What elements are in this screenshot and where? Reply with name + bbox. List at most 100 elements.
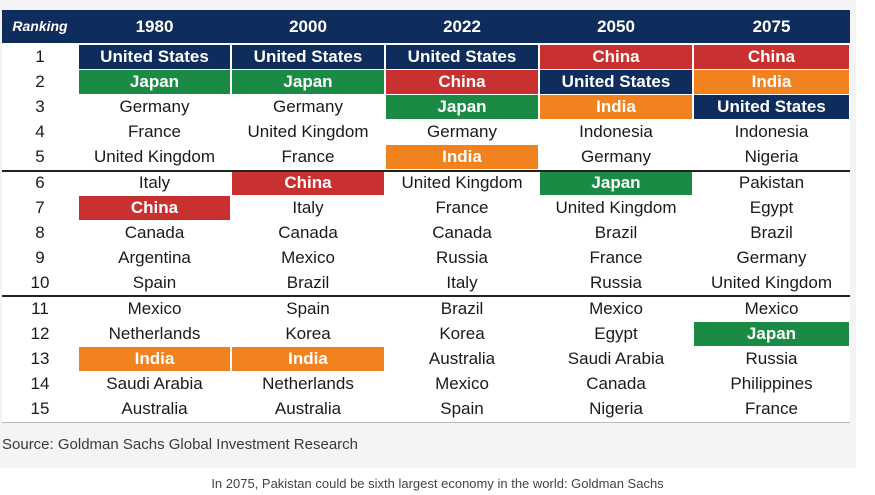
country-cell: Pakistan [738, 173, 805, 192]
country-cell: India [232, 347, 384, 371]
country-cell: United Kingdom [555, 198, 677, 217]
country-cell: Germany [581, 147, 651, 166]
figure-card: Ranking 1980 2000 2022 2050 2075 1 United… [0, 0, 856, 468]
country-cell: France [281, 147, 335, 166]
rank-cell: 7 [35, 198, 45, 217]
country-cell: Russia [590, 273, 642, 292]
table-row: 6 Italy China United Kingdom Japan Pakistan [2, 171, 850, 196]
country-cell: Japan [386, 95, 538, 119]
country-cell: China [232, 171, 384, 195]
country-cell: Germany [119, 97, 190, 116]
country-cell: United States [232, 45, 384, 69]
country-cell: Japan [232, 70, 384, 94]
header-year-2075: 2075 [752, 17, 791, 36]
country-cell: Brazil [440, 299, 484, 318]
country-cell: China [694, 45, 849, 69]
country-cell: United States [386, 45, 538, 69]
rank-cell: 3 [35, 97, 45, 116]
rank-cell: 10 [30, 273, 50, 292]
country-cell: Brazil [286, 273, 330, 292]
country-cell: France [589, 248, 643, 267]
rank-cell: 1 [35, 47, 45, 66]
country-cell: Australia [274, 399, 342, 418]
rank-cell: 6 [35, 173, 45, 192]
country-cell: Egypt [594, 324, 638, 343]
country-cell: Spain [132, 273, 177, 292]
country-cell: India [540, 95, 692, 119]
header-year-1980: 1980 [135, 17, 174, 36]
group-divider [2, 170, 850, 172]
country-cell: Russia [436, 248, 488, 267]
rank-cell: 12 [30, 324, 50, 343]
source-note: Source: Goldman Sachs Global Investment … [2, 436, 359, 453]
rank-cell: 2 [35, 72, 45, 91]
country-cell: Italy [292, 198, 324, 217]
table-row: 4 France United Kingdom Germany Indonesia Ind… [2, 120, 850, 145]
country-cell: India [386, 145, 538, 169]
country-cell: Mexico [127, 299, 182, 318]
country-cell: India [79, 347, 230, 371]
country-cell: Germany [427, 122, 497, 141]
header-year-2000: 2000 [289, 17, 327, 36]
country-cell: Nigeria [744, 147, 799, 166]
gdp-ranking-table: Ranking 1980 2000 2022 2050 2075 1 United… [2, 10, 850, 423]
country-cell: Canada [432, 223, 492, 242]
country-cell: Mexico [589, 299, 643, 318]
country-cell: Japan [79, 70, 230, 94]
table-row: 7 China Italy France United Kingdom Egypt [2, 196, 850, 221]
table-row: 8 Canada Canada Canada Brazil Brazil [2, 221, 850, 246]
country-cell: China [540, 45, 692, 69]
rank-cell: 15 [30, 399, 50, 418]
table-row: 15 Australia Australia Spain Nigeria France [2, 397, 850, 422]
country-cell: Australia [121, 399, 188, 418]
country-cell: Germany [273, 97, 343, 116]
country-cell: United Kingdom [401, 173, 523, 192]
country-cell: Spain [286, 299, 330, 318]
country-cell: United Kingdom [247, 122, 369, 141]
table-row: 14 Saudi Arabia Netherlands Mexico Canada Phi… [2, 372, 850, 397]
country-cell: United Kingdom [711, 273, 832, 292]
country-cell: Nigeria [589, 399, 643, 418]
group-divider [2, 295, 850, 297]
rank-cell: 5 [35, 147, 45, 166]
country-cell: France [745, 399, 798, 418]
header-year-2022: 2022 [443, 17, 481, 36]
country-cell: Russia [745, 349, 798, 368]
rank-cell: 13 [30, 349, 50, 368]
country-cell: Egypt [749, 198, 794, 217]
country-cell: Argentina [118, 248, 191, 267]
country-cell: Canada [586, 374, 646, 393]
country-cell: Italy [446, 273, 478, 292]
country-cell: Saudi Arabia [567, 349, 665, 368]
country-cell: Netherlands [262, 374, 354, 393]
rank-cell: 14 [30, 374, 50, 393]
header-year-2050: 2050 [597, 17, 635, 36]
country-cell: Korea [439, 324, 485, 343]
country-cell: Spain [440, 399, 484, 418]
country-cell: Mexico [281, 248, 335, 267]
table-row: 11 Mexico Spain Brazil Mexico Mexico [2, 297, 850, 322]
table-row: 12 Netherlands Korea Korea Egypt Japan [2, 322, 850, 347]
rank-cell: 8 [35, 223, 45, 242]
rank-cell: 11 [31, 299, 49, 318]
country-cell: United States [694, 95, 849, 119]
table-row: 5 United Kingdom France India Germany Nigeria [2, 145, 850, 170]
country-cell: Brazil [594, 223, 638, 242]
country-cell: China [79, 196, 230, 220]
country-cell: Italy [138, 173, 171, 192]
table-bottom-rule [2, 422, 850, 423]
country-cell: Canada [124, 223, 185, 242]
image-caption: In 2075, Pakistan could be sixth largest… [211, 476, 664, 491]
table-row: 3 Germany Germany Japan India United States [2, 95, 850, 120]
country-cell: France [435, 198, 489, 217]
table-row: 9 Argentina Mexico Russia France Germany [2, 246, 850, 271]
country-cell: Indonesia [734, 122, 809, 141]
country-cell: Mexico [744, 299, 799, 318]
country-cell: United States [79, 45, 230, 69]
country-cell: Mexico [435, 374, 489, 393]
country-cell: Brazil [750, 223, 793, 242]
country-cell: Germany [736, 248, 807, 267]
table-row: 10 Spain Brazil Italy Russia United Kingdom [2, 271, 850, 296]
country-cell: Japan [540, 171, 692, 195]
country-cell: Indonesia [579, 122, 653, 141]
